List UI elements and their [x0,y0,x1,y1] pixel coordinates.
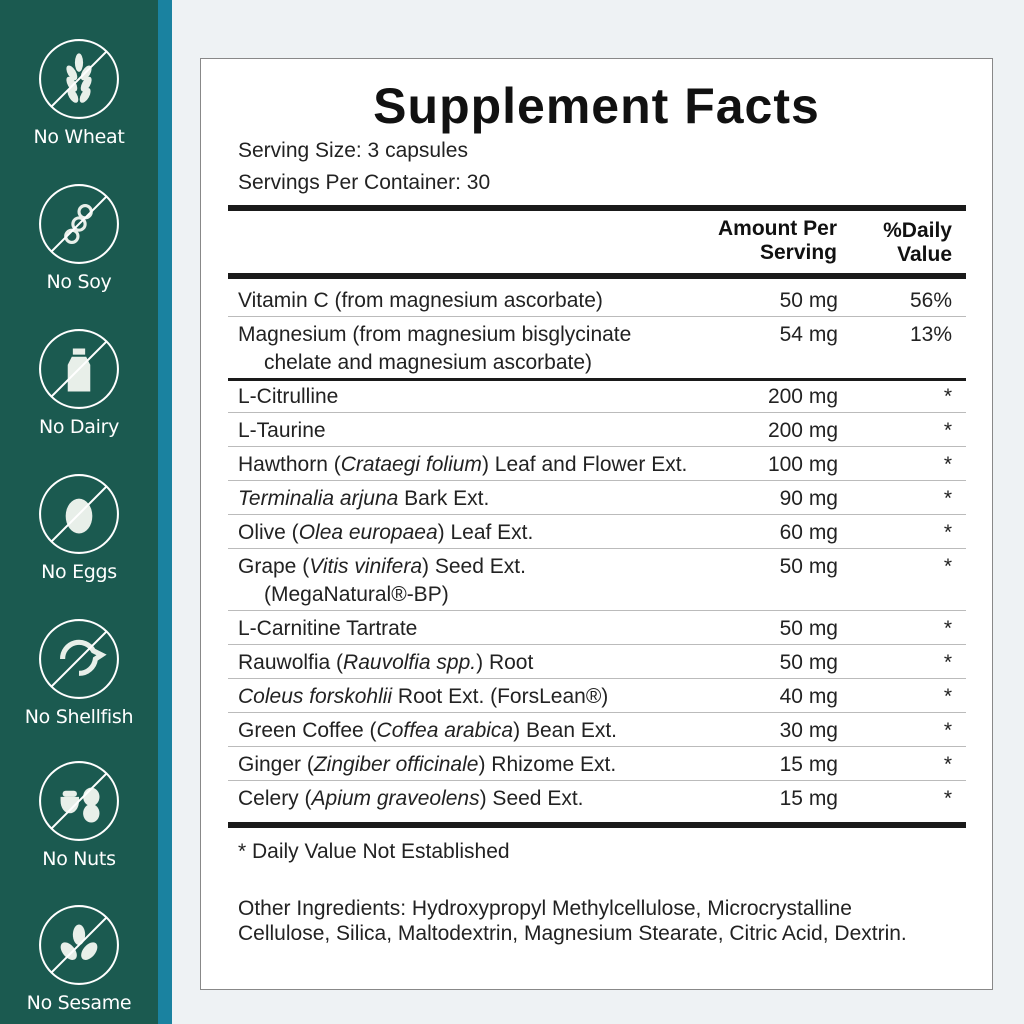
badge-label: No Nuts [42,848,116,870]
amount: 50 mg [779,651,838,674]
ingredient-name: Ginger (Zingiber officinale) Rhizome Ext… [238,753,617,776]
row-divider [228,378,966,381]
amount: 200 mg [767,419,838,442]
daily-value: * [943,385,952,408]
daily-value: * [943,521,952,544]
row-divider [228,712,966,713]
row-divider [228,480,966,481]
daily-value: * [943,555,952,578]
sesame-leaf-icon [39,905,119,985]
serving-size: Serving Size: 3 capsules [238,139,468,162]
divider-thick [228,822,966,828]
daily-value: 56% [909,289,952,312]
badge-label: No Sesame [26,992,132,1014]
header-amount: Amount Per Serving [717,217,837,264]
row-divider [228,678,966,679]
row-divider [228,746,966,747]
shrimp-icon [39,619,119,699]
daily-value: 13% [909,323,952,346]
row-divider [228,446,966,447]
servings-per-container: Servings Per Container: 30 [238,171,491,194]
ingredient-name: L-Taurine [238,419,326,442]
ingredient-name: Terminalia arjuna Bark Ext. [238,487,490,510]
ingredient-name: Green Coffee (Coffea arabica) Bean Ext. [238,719,618,742]
row-divider [228,644,966,645]
divider-thick [228,205,966,211]
amount: 30 mg [779,719,838,742]
soy-icon [39,184,119,264]
amount: 200 mg [767,385,838,408]
row-divider [228,780,966,781]
amount: 50 mg [779,555,838,578]
egg-icon [39,474,119,554]
badge-label: No Eggs [41,561,117,583]
row-divider [228,548,966,549]
ingredient-name: L-Carnitine Tartrate [238,617,418,640]
accent-stripe [158,0,172,1024]
badge-no-eggs: No Eggs [0,473,158,583]
ingredient-name: L-Citrulline [238,385,339,408]
badge-no-shellfish: No Shellfish [0,618,158,728]
amount: 90 mg [779,487,838,510]
badge-label: No Shellfish [24,706,134,728]
row-divider [228,514,966,515]
milk-bottle-icon [39,329,119,409]
wheat-icon [39,39,119,119]
amount: 60 mg [779,521,838,544]
amount: 15 mg [779,753,838,776]
panel-title: Supplement Facts [373,78,820,134]
daily-value: * [943,787,952,810]
badge-no-nuts: No Nuts [0,760,158,870]
amount: 50 mg [779,289,838,312]
badge-label: No Wheat [33,126,125,148]
ingredient-name: Coleus forskohlii Root Ext. (ForsLean®) [238,685,609,708]
amount: 54 mg [779,323,838,346]
badge-no-wheat: No Wheat [0,38,158,148]
ingredient-name: Magnesium (from magnesium bisglycinate ch… [238,323,632,374]
badge-no-soy: No Soy [0,183,158,293]
ingredient-name: Vitamin C (from magnesium ascorbate) [238,289,603,312]
daily-value: * [943,487,952,510]
daily-value: * [943,651,952,674]
ingredient-name: Rauwolfia (Rauvolfia spp.) Root [238,651,534,674]
divider-thick [228,273,966,279]
ingredient-name: Grape (Vitis vinifera) Seed Ext. (MegaNat… [238,555,526,606]
amount: 100 mg [767,453,838,476]
amount: 50 mg [779,617,838,640]
footnote: * Daily Value Not Established [238,840,510,863]
badge-no-sesame: No Sesame [0,904,158,1014]
daily-value: * [943,617,952,640]
badge-label: No Dairy [38,416,120,438]
other-ingredients: Other Ingredients: Hydroxypropyl Methylc… [238,897,907,945]
nuts-icon [39,761,119,841]
row-divider [228,316,966,317]
amount: 40 mg [779,685,838,708]
ingredient-name: Celery (Apium graveolens) Seed Ext. [238,787,584,810]
daily-value: * [943,453,952,476]
daily-value: * [943,419,952,442]
daily-value: * [943,685,952,708]
supplement-facts-panel: Supplement Facts Serving Size: 3 capsule… [200,58,993,990]
header-daily-value: %Daily Value [883,219,952,266]
amount: 15 mg [779,787,838,810]
row-divider [228,412,966,413]
badge-no-dairy: No Dairy [0,328,158,438]
daily-value: * [943,719,952,742]
ingredient-name: Olive (Olea europaea) Leaf Ext. [238,521,534,544]
ingredient-name: Hawthorn (Crataegi folium) Leaf and Flow… [238,453,688,476]
row-divider [228,610,966,611]
badge-label: No Soy [46,271,112,293]
daily-value: * [943,753,952,776]
